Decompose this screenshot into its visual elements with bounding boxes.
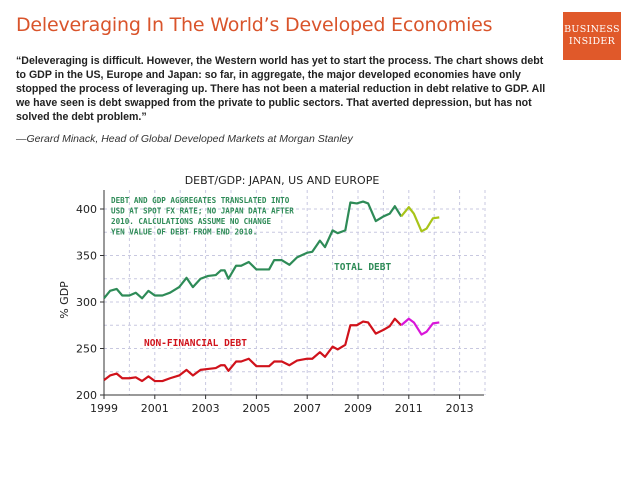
- series-label-non-financial-debt: NON-FINANCIAL DEBT: [144, 338, 247, 349]
- series-label-total-debt: TOTAL DEBT: [334, 262, 391, 273]
- quote-text: “Deleveraging is difficult. However, the…: [16, 55, 546, 123]
- total-debt-line: [103, 200, 403, 300]
- slide-title: Deleveraging In The World’s Developed Ec…: [16, 14, 493, 36]
- x-tick-label: 2013: [446, 402, 474, 415]
- x-tick-label: 2003: [192, 402, 220, 415]
- x-tick-label: 2005: [242, 402, 270, 415]
- quote-block: “Deleveraging is difficult. However, the…: [16, 54, 546, 145]
- y-axis-label: % GDP: [58, 281, 71, 319]
- chart-note-line: DEBT AND GDP AGGREGATES TRANSLATED INTO: [111, 196, 290, 205]
- chart-note-line: USD AT SPOT FX RATE; NO JAPAN DATA AFTER: [111, 207, 294, 216]
- x-tick-label: 2001: [141, 402, 169, 415]
- x-tick-label: 2011: [395, 402, 423, 415]
- logo-line2: INSIDER: [568, 36, 616, 47]
- logo-line1: BUSINESS: [564, 24, 620, 35]
- x-tick-label: 2009: [344, 402, 372, 415]
- business-insider-logo: BUSINESS INSIDER: [563, 12, 621, 60]
- y-tick-label: 300: [76, 296, 97, 309]
- quote-attribution: —Gerard Minack, Head of Global Developed…: [16, 133, 353, 145]
- chart-note-line: 2010. CALCULATIONS ASSUME NO CHANGE: [111, 217, 271, 226]
- total-debt-projection-line: [400, 206, 440, 233]
- non-financial-debt-projection-line: [400, 317, 440, 336]
- non-financial-debt-line: [103, 317, 402, 383]
- x-tick-label: 1999: [90, 402, 118, 415]
- y-tick-label: 250: [76, 343, 97, 356]
- x-tick-label: 2007: [293, 402, 321, 415]
- y-tick-label: 200: [76, 389, 97, 402]
- y-tick-label: 400: [76, 203, 97, 216]
- chart-note-line: YEN VALUE OF DEBT FROM END 2010.: [111, 228, 257, 237]
- y-tick-label: 350: [76, 250, 97, 263]
- chart-title: DEBT/GDP: JAPAN, US AND EUROPE: [185, 174, 380, 187]
